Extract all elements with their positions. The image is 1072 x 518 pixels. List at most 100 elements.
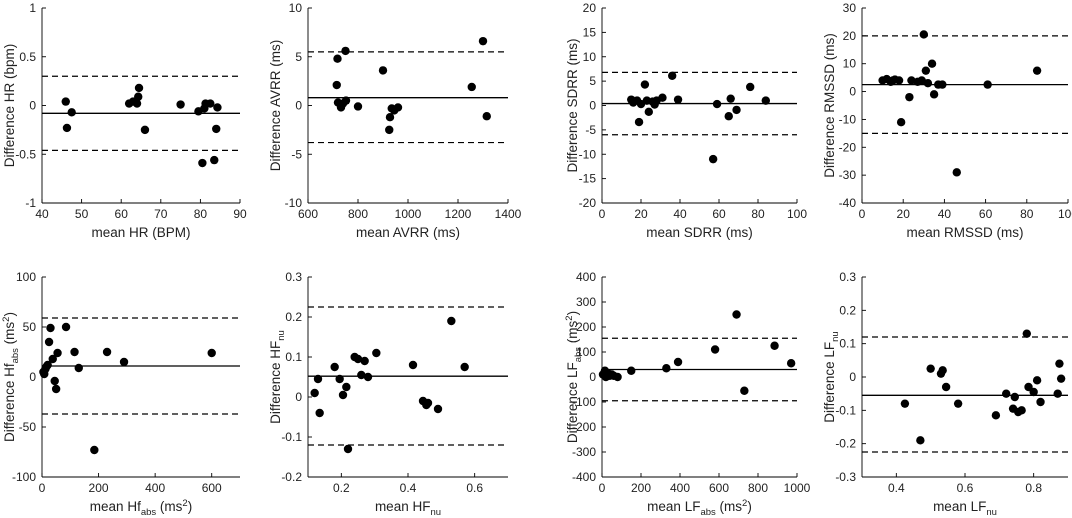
x-axis-label: mean SDRR (ms) — [646, 225, 753, 240]
data-point — [746, 82, 755, 92]
data-point — [732, 105, 741, 115]
y-tick-label: 0.2 — [285, 310, 302, 324]
x-tick-label: 40 — [673, 207, 687, 221]
data-point — [140, 125, 150, 135]
data-point — [991, 411, 1001, 420]
data-point — [905, 92, 914, 102]
data-point — [460, 362, 469, 372]
x-axis-label: mean HFnu — [375, 499, 441, 518]
data-point — [176, 100, 185, 109]
y-tick-label: 5 — [295, 50, 302, 64]
y-tick-label: -10 — [579, 147, 597, 161]
data-point — [353, 102, 363, 111]
x-tick-label: 0.6 — [466, 481, 483, 495]
data-point — [668, 71, 677, 80]
data-point — [207, 348, 216, 358]
data-point — [1056, 374, 1066, 383]
x-tick-label: 80 — [194, 207, 208, 221]
y-tick-label: 20 — [583, 1, 597, 15]
x-tick-label: 0 — [599, 481, 606, 495]
x-tick-label: 90 — [233, 207, 247, 221]
x-tick-label: 80 — [1020, 207, 1034, 221]
y-axis-label: Difference AVRR (ms) — [268, 40, 283, 172]
y-tick-label: -400 — [572, 470, 596, 484]
y-tick-label: 100 — [16, 270, 36, 284]
x-axis-label: mean LFabs (ms2) — [647, 498, 752, 518]
data-point — [732, 310, 741, 319]
y-tick-label: -200 — [572, 420, 596, 434]
y-tick-label: -10 — [839, 112, 857, 126]
y-tick-label: -1 — [25, 196, 36, 210]
x-tick-label: 0 — [599, 207, 606, 221]
data-point — [134, 83, 144, 93]
data-point — [1022, 329, 1031, 338]
data-point — [770, 341, 779, 350]
data-point — [43, 360, 52, 370]
y-tick-label: 0.2 — [839, 303, 856, 317]
y-tick-label: -20 — [839, 140, 857, 154]
data-point — [447, 316, 456, 326]
data-point — [938, 80, 947, 89]
x-tick-label: 100 — [787, 207, 807, 221]
y-tick-label: -0.3 — [835, 470, 856, 484]
panel-hr: 40 50 60 70 80 90 -1 -0.5 0 0.5 1 mean HR (BPM) Diff… — [2, 1, 247, 240]
data-point — [408, 360, 418, 370]
data-point — [740, 386, 749, 395]
x-tick-label: 1000 — [784, 481, 811, 495]
data-point — [726, 94, 735, 103]
data-point — [62, 123, 72, 133]
y-tick-label: -5 — [291, 147, 302, 161]
data-point — [724, 112, 733, 121]
y-tick-label: -0.1 — [835, 403, 856, 417]
y-tick-label: -100 — [572, 395, 596, 409]
x-tick-label: 0 — [39, 481, 46, 495]
x-tick-label: 200 — [631, 481, 651, 495]
y-tick-label: 10 — [843, 57, 857, 71]
data-point — [342, 382, 351, 392]
y-tick-label: 0 — [589, 370, 596, 384]
data-point — [710, 345, 720, 354]
data-point — [372, 348, 381, 358]
y-tick-label: 0 — [29, 370, 36, 384]
data-point — [923, 79, 933, 88]
data-point — [1032, 376, 1042, 385]
data-point — [206, 99, 215, 108]
panel-hf_nu: 0.2 0.4 0.6 -0.2 -0.1 0 0.1 0.2 0.3 mean HFnu Diff… — [268, 270, 508, 518]
x-tick-label: 600 — [202, 481, 222, 495]
data-point — [313, 374, 323, 384]
data-point — [119, 357, 129, 367]
data-point — [210, 155, 219, 165]
y-tick-label: -0.2 — [281, 470, 302, 484]
data-point — [926, 364, 935, 373]
data-point — [74, 363, 83, 373]
x-tick-label: 60 — [115, 207, 129, 221]
data-point — [1032, 66, 1042, 75]
y-tick-label: 400 — [576, 270, 596, 284]
data-point — [61, 322, 71, 332]
data-point — [61, 97, 70, 106]
y-tick-label: 50 — [23, 320, 37, 334]
data-point — [385, 125, 394, 135]
x-tick-label: 0.8 — [1025, 481, 1042, 495]
data-point — [662, 364, 671, 373]
panel-rmssd: 0 20 40 60 80 100 -40 -30 -20 -10 0 10 20 30 mean RMSS… — [822, 1, 1072, 240]
y-tick-label: -20 — [579, 196, 597, 210]
x-tick-label: 400 — [670, 481, 690, 495]
data-point — [393, 103, 403, 112]
y-axis-label: Difference LFabs (ms2) — [564, 311, 584, 443]
data-point — [938, 366, 947, 375]
x-axis-label: mean LFnu — [933, 499, 997, 518]
x-tick-label: 20 — [634, 207, 648, 221]
y-tick-label: 30 — [843, 1, 857, 15]
data-point — [613, 372, 622, 382]
data-point — [478, 36, 488, 46]
y-tick-label: 5 — [589, 74, 596, 88]
panel-lf_nu: 0.4 0.6 0.8 -0.3 -0.2 -0.1 0 0.1 0.2 0.3 mean LFnu… — [822, 270, 1068, 518]
data-point — [67, 108, 76, 117]
data-point — [51, 384, 61, 394]
y-tick-label: 0.5 — [19, 50, 36, 64]
data-point — [658, 93, 667, 102]
data-point — [332, 80, 341, 90]
x-tick-label: 1400 — [495, 207, 522, 221]
